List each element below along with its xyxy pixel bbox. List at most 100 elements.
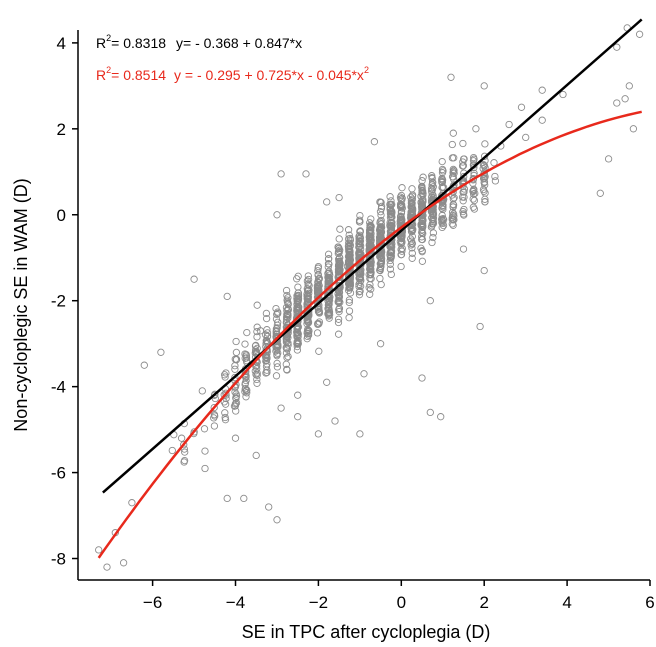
data-point	[181, 448, 189, 456]
data-point	[303, 298, 312, 307]
data-point	[241, 385, 249, 393]
data-point	[304, 272, 312, 280]
data-point	[386, 193, 394, 201]
data-point	[273, 359, 281, 368]
data-point	[418, 223, 427, 231]
data-point	[331, 417, 339, 425]
data-point	[459, 245, 468, 253]
data-point	[262, 362, 271, 371]
data-point	[334, 315, 343, 323]
data-point	[242, 387, 251, 395]
data-point	[336, 225, 344, 233]
data-point	[491, 177, 500, 185]
data-point	[253, 344, 261, 353]
data-point	[293, 313, 301, 322]
data-point	[408, 244, 416, 252]
data-point	[302, 170, 310, 178]
data-point	[343, 262, 352, 270]
data-point	[221, 409, 229, 417]
data-point	[335, 193, 343, 202]
axis-ticks: −6 −4 −2 0 2 4 6 -8 -6 -4 -2 0 2 4	[51, 34, 655, 612]
data-point	[398, 184, 406, 192]
data-point	[428, 174, 436, 183]
data-point	[282, 360, 290, 368]
data-point	[157, 348, 165, 356]
data-point	[283, 291, 291, 300]
data-point	[294, 391, 302, 399]
data-point	[355, 235, 363, 243]
data-point	[449, 200, 457, 209]
data-point	[231, 365, 239, 373]
data-point	[272, 304, 280, 313]
data-point	[210, 422, 219, 430]
data-point	[538, 116, 546, 124]
data-point	[243, 389, 251, 397]
data-point	[377, 198, 385, 207]
data-point	[222, 369, 230, 377]
data-point	[460, 205, 468, 214]
data-point	[377, 280, 385, 289]
data-point	[335, 307, 343, 316]
data-point	[303, 277, 312, 285]
y-tick-label: -4	[51, 378, 66, 397]
data-point	[481, 140, 489, 148]
data-point	[346, 236, 355, 244]
data-point	[367, 275, 375, 283]
linear-r2-sup: 2	[106, 33, 111, 43]
x-tick-label: 0	[397, 593, 406, 612]
data-point	[345, 231, 353, 239]
data-point	[314, 264, 322, 272]
data-point	[418, 217, 427, 226]
quadratic-fit-curve	[97, 110, 642, 559]
data-point	[221, 373, 229, 381]
data-point	[277, 170, 285, 178]
data-point	[386, 265, 395, 273]
linear-r2-value: = 0.8318	[111, 35, 166, 51]
data-point	[304, 315, 312, 323]
data-point	[293, 342, 301, 351]
data-point	[345, 296, 354, 304]
data-point	[324, 283, 333, 291]
data-point	[346, 253, 354, 262]
data-point	[397, 235, 406, 243]
data-point	[295, 312, 303, 320]
data-point	[476, 322, 484, 331]
data-point	[262, 336, 271, 345]
data-point	[356, 273, 364, 281]
data-point	[294, 305, 303, 313]
data-point	[439, 183, 448, 192]
data-point	[366, 233, 374, 242]
data-point	[428, 238, 436, 247]
data-point	[469, 186, 478, 194]
data-point	[346, 282, 354, 291]
data-point	[355, 282, 363, 291]
data-point	[408, 240, 416, 248]
data-point	[397, 250, 406, 259]
quadratic-equation: y = - 0.295 + 0.725*x - 0.045*x	[174, 67, 364, 83]
data-point	[429, 229, 438, 237]
data-point	[386, 210, 395, 218]
data-point	[376, 274, 384, 283]
data-point	[210, 414, 218, 422]
linear-equation: y= - 0.368 + 0.847*x	[176, 35, 302, 51]
data-point	[376, 240, 384, 248]
x-tick-label: −6	[143, 593, 162, 612]
data-point	[314, 308, 323, 316]
data-point	[241, 350, 249, 358]
data-point	[459, 155, 468, 163]
data-point	[426, 297, 434, 305]
data-point	[325, 296, 334, 305]
data-point	[460, 193, 468, 201]
data-point	[365, 270, 373, 279]
data-point	[427, 193, 436, 201]
data-point	[365, 284, 373, 292]
data-point	[262, 309, 271, 318]
data-point	[253, 327, 261, 336]
data-point	[367, 215, 375, 223]
data-point	[397, 232, 405, 240]
data-point	[325, 309, 333, 317]
data-point	[303, 320, 311, 328]
data-point	[232, 348, 241, 357]
data-point	[480, 82, 488, 90]
